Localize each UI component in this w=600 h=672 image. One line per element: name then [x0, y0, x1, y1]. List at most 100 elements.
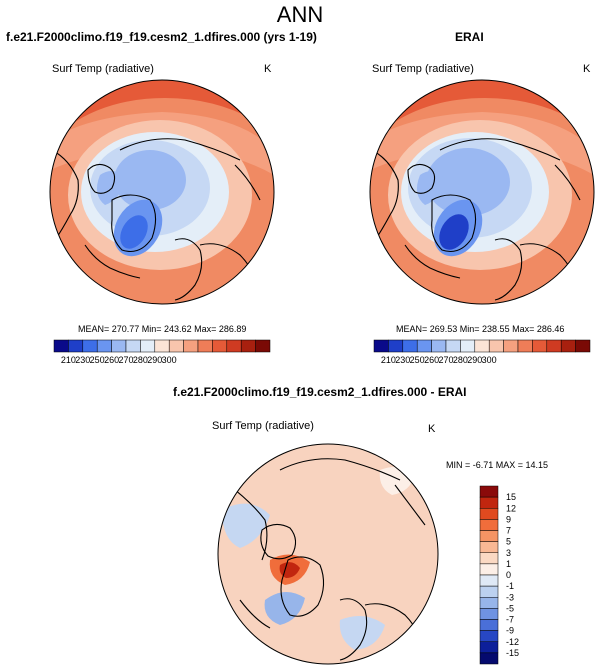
colorbar-1-swatch: [53, 339, 69, 353]
colorbar-2-swatch: [388, 339, 404, 353]
map-2-greenland-core: [439, 214, 469, 250]
colorbar-2-tick-label: 210: [381, 355, 396, 365]
colorbar-2-tick-label: 230: [395, 355, 410, 365]
colorbar-diff-swatch: [479, 585, 499, 598]
panel-3-case-title: f.e21.F2000climo.f19_f19.cesm2_1.dfires.…: [173, 385, 467, 399]
colorbar-diff-swatch: [479, 563, 499, 576]
colorbar-diff-tick-label: 15: [506, 492, 516, 502]
colorbar-diff-swatch: [479, 652, 499, 665]
colorbar-2-swatch: [431, 339, 447, 353]
colorbar-diff-swatch: [479, 508, 499, 520]
colorbar-2-swatch: [460, 339, 476, 353]
map-3-blue-patch-west: [222, 503, 270, 548]
colorbar-1-tick-label: 300: [162, 355, 177, 365]
panel-1-case-title: f.e21.F2000climo.f19_f19.cesm2_1.dfires.…: [6, 30, 317, 44]
colorbar-1-tick-label: 280: [133, 355, 148, 365]
colorbar-diff-swatch: [479, 630, 499, 642]
colorbar-1-swatch: [82, 339, 98, 353]
map-3-blue-patch-south: [339, 616, 385, 650]
colorbar-diff-tick-label: 7: [506, 526, 511, 536]
colorbar-2-tick-label: 300: [482, 355, 497, 365]
colorbar-1-swatch: [168, 339, 184, 353]
colorbar-diff-tick-label: -9: [506, 626, 514, 636]
colorbar-diff-swatch: [479, 552, 499, 565]
colorbar-2-tick-label: 250: [410, 355, 425, 365]
panel-3-units: K: [428, 423, 436, 435]
colorbar-2-swatch: [416, 339, 432, 353]
colorbar-diff-tick-label: 5: [506, 537, 511, 547]
colorbar-2-swatch: [373, 339, 389, 353]
colorbar-1-swatch: [111, 339, 127, 353]
colorbar-2-swatch: [402, 339, 418, 353]
colorbar-diff-swatch: [479, 541, 499, 553]
map-1-archipelago: [96, 171, 125, 205]
colorbar-diff-tick-label: 0: [506, 570, 511, 580]
colorbar-diff-tick-label: -5: [506, 603, 514, 613]
colorbar-2-swatch: [503, 339, 519, 353]
colorbar-1-swatch: [212, 339, 228, 353]
colorbar-1-swatch: [240, 339, 256, 353]
colorbar-diff-tick-label: -3: [506, 592, 514, 602]
map-3-blue-patch-greenland: [264, 591, 305, 625]
colorbar-2-swatch: [546, 339, 562, 353]
colorbar-diff-tick-label: 3: [506, 548, 511, 558]
colorbar-2-tick-label: 290: [467, 355, 482, 365]
colorbar-diff-tick-label: 9: [506, 514, 511, 524]
colorbar-panel-2: 210 230 250 260 270 280 290 300: [373, 339, 591, 365]
panel-1-stats: MEAN= 270.77 Min= 243.62 Max= 286.89: [78, 324, 247, 334]
map-2-border: [369, 79, 595, 305]
colorbar-2-tick-label: 280: [453, 355, 468, 365]
colorbar-2-swatch: [445, 339, 461, 353]
map-2-polar-core: [426, 148, 510, 216]
colorbar-diff-tick-label: 12: [506, 503, 516, 513]
map-panel-1: [49, 79, 275, 305]
colorbar-2-tick-label: 260: [424, 355, 439, 365]
colorbar-diff-tick-label: -15: [506, 648, 519, 658]
colorbar-1-tick-label: 270: [118, 355, 133, 365]
colorbar-1-tick-label: 230: [75, 355, 90, 365]
colorbar-panel-1: 210 230 250 260 270 280 290 300: [53, 339, 271, 365]
colorbar-diff-tick-label: 1: [506, 559, 511, 569]
map-3-red-core: [279, 562, 300, 578]
colorbar-diff-swatch: [479, 496, 499, 509]
colorbar-1-swatch: [197, 339, 213, 353]
colorbar-1-swatch: [183, 339, 199, 353]
figure-title: ANN: [276, 2, 324, 27]
colorbar-2-swatch: [488, 339, 504, 353]
colorbar-1-swatch: [68, 339, 84, 353]
colorbar-diff-swatch: [479, 519, 499, 531]
colorbar-diff-tick-label: -1: [506, 581, 514, 591]
colorbar-1-swatch: [154, 339, 170, 353]
colorbar-2-swatch: [474, 339, 490, 353]
colorbar-2-tick-label: 270: [438, 355, 453, 365]
colorbar-2-swatch: [517, 339, 533, 353]
colorbar-diff-swatch: [479, 619, 499, 631]
colorbar-1-tick-label: 210: [61, 355, 76, 365]
colorbar-diff-tick-label: -7: [506, 615, 514, 625]
colorbar-2-swatch: [532, 339, 548, 353]
map-3-border: [217, 443, 439, 665]
colorbar-diff-swatch: [479, 485, 499, 498]
panel-3-variable: Surf Temp (radiative): [212, 420, 314, 432]
map-2-archipelago: [416, 171, 445, 205]
colorbar-diff-swatch: [479, 608, 499, 620]
panel-2-variable: Surf Temp (radiative): [372, 63, 474, 75]
colorbar-2-swatch: [560, 339, 576, 353]
panel-2-case-title: ERAI: [455, 30, 484, 44]
panel-1-variable: Surf Temp (radiative): [52, 63, 154, 75]
map-1-coastlines: [51, 138, 261, 301]
panel-3-stats: MIN = -6.71 MAX = 14.15: [446, 460, 549, 470]
colorbar-diff-swatch: [479, 530, 499, 542]
colorbar-diff-tick-label: -12: [506, 637, 519, 647]
panel-2-units: K: [583, 63, 591, 75]
colorbar-diff-swatch: [479, 641, 499, 654]
colorbar-1-tick-label: 290: [147, 355, 162, 365]
panel-1-units: K: [264, 63, 272, 75]
colorbar-2-swatch: [575, 339, 591, 353]
map-1-border: [49, 79, 275, 305]
colorbar-1-swatch: [255, 339, 271, 353]
colorbar-1-tick-label: 250: [90, 355, 105, 365]
colorbar-1-swatch: [140, 339, 156, 353]
